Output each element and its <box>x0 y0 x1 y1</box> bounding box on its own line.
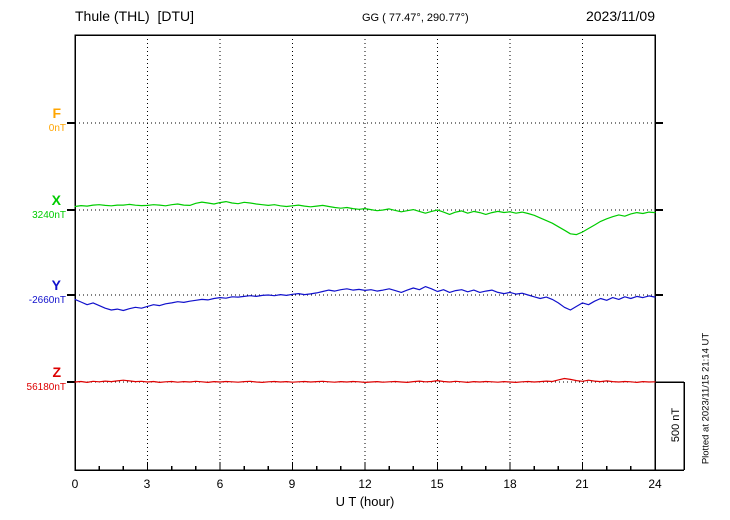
x-tick-label: 6 <box>216 477 224 491</box>
x-tick-label: 12 <box>358 477 372 491</box>
x-tick-label: 21 <box>575 477 589 491</box>
x-tick-label: 15 <box>430 477 444 491</box>
component-letter-z: Z <box>52 364 61 380</box>
component-baseline-x: 3240nT <box>32 210 66 221</box>
component-label-x: X 3240nT <box>6 192 66 222</box>
x-tick-label: 9 <box>288 477 296 491</box>
component-baseline-z: 56180nT <box>26 382 66 393</box>
plot-date: 2023/11/09 <box>585 8 655 24</box>
scale-bar-label: 500 nT <box>670 407 682 443</box>
x-tick-label: 18 <box>503 477 517 491</box>
component-letter-y: Y <box>51 277 61 293</box>
x-tick-label: 3 <box>143 477 151 491</box>
component-letter-f: F <box>52 105 61 121</box>
component-letter-x: X <box>51 192 61 208</box>
x-tick-label: 24 <box>648 477 662 491</box>
component-baseline-y: -2660nT <box>28 295 66 306</box>
component-label-z: Z 56180nT <box>6 364 66 394</box>
x-axis-label: U T (hour) <box>335 494 395 509</box>
geographic-coords: GG ( 77.47°, 290.77°) <box>362 12 469 24</box>
component-label-f: F 0nT <box>6 105 66 135</box>
component-baseline-f: 0nT <box>48 123 66 134</box>
component-label-y: Y -2660nT <box>6 277 66 307</box>
station-title: Thule (THL) [DTU] <box>75 8 195 24</box>
plotted-timestamp-note: Plotted at 2023/11/15 21:14 UT <box>700 332 712 465</box>
x-tick-label: 0 <box>71 477 79 491</box>
